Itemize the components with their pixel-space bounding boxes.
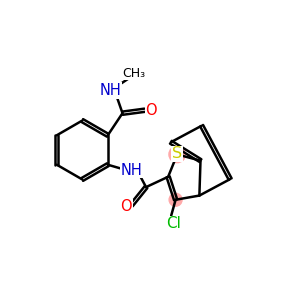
Circle shape xyxy=(169,193,182,206)
Text: O: O xyxy=(145,103,157,118)
Text: O: O xyxy=(120,199,132,214)
Text: S: S xyxy=(172,146,182,161)
Text: NH: NH xyxy=(121,163,142,178)
Text: NH: NH xyxy=(100,83,122,98)
Text: Cl: Cl xyxy=(166,216,181,231)
Circle shape xyxy=(169,146,185,163)
Text: CH₃: CH₃ xyxy=(123,67,146,80)
